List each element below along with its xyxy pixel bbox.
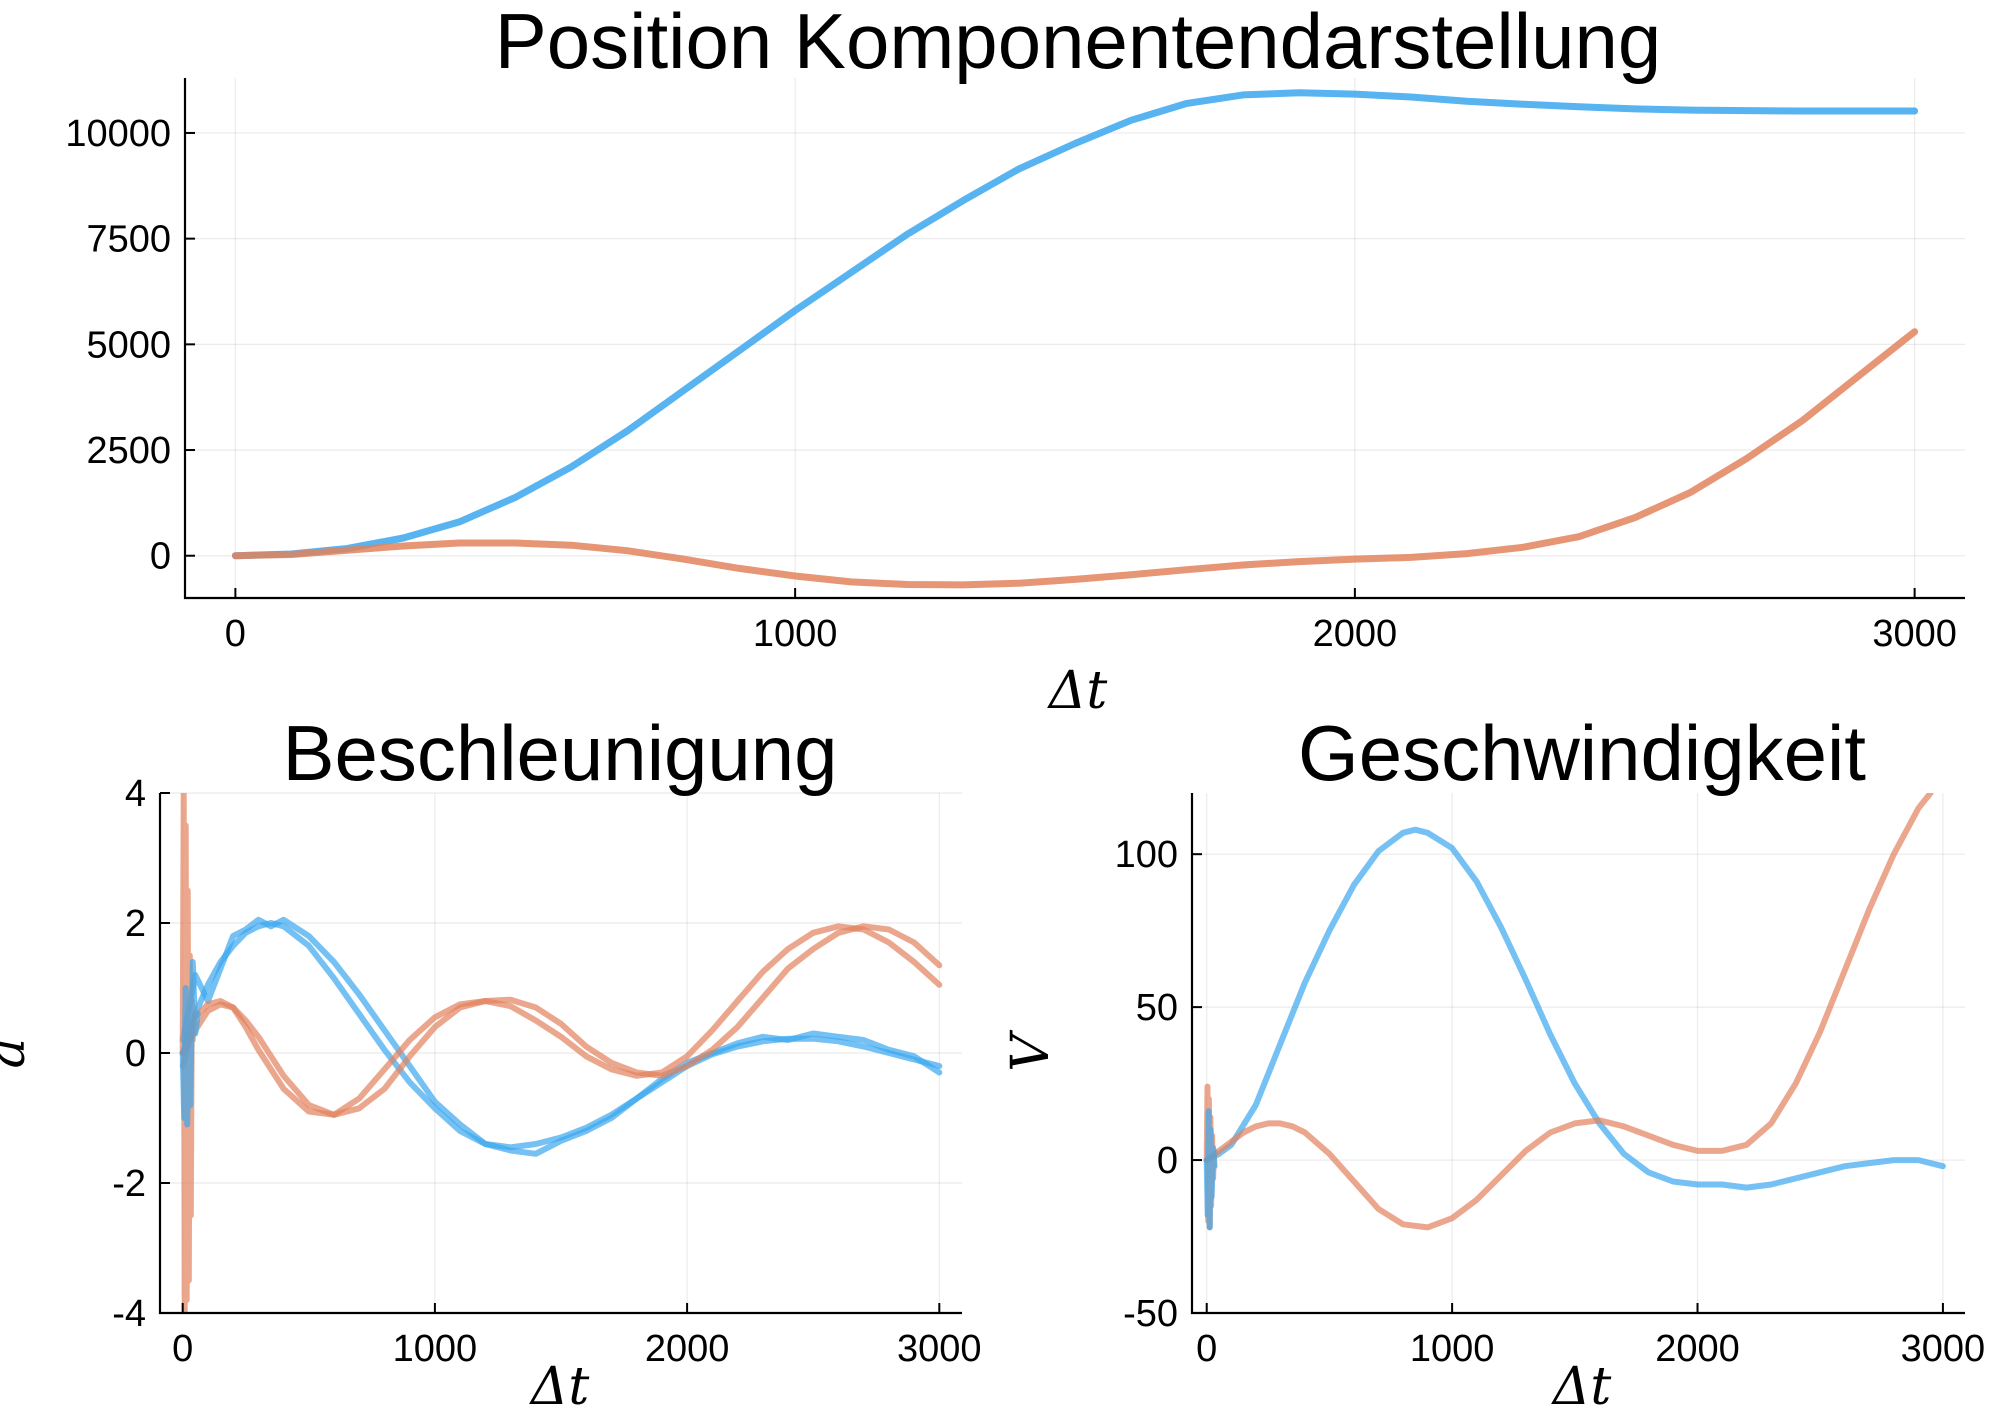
x-tick-label: 0	[225, 613, 246, 655]
series-line-blue-1	[179, 916, 943, 1157]
grid	[1192, 793, 1965, 1314]
x-axis-label: Δt	[529, 1357, 590, 1414]
x-tick-label: 3000	[897, 1328, 982, 1370]
y-tick-label: -50	[1123, 1293, 1178, 1335]
y-tick-label: 7500	[86, 219, 171, 261]
y-axis-label: V	[1001, 1030, 1061, 1072]
series-line-orange-2	[179, 923, 943, 1118]
x-tick-label: 3000	[1901, 1328, 1986, 1370]
series-line-blue-0	[1203, 826, 1946, 1191]
axes	[1190, 793, 1965, 1315]
y-tick-label: 2500	[86, 430, 171, 472]
grid	[185, 78, 1965, 598]
x-tick-label: 1000	[393, 1328, 478, 1370]
x-tick-label: 1000	[1410, 1328, 1495, 1370]
y-tick-labels: 0 2500 5000 7500 10000	[65, 113, 171, 578]
chart-title: Geschwindigkeit	[1298, 709, 1866, 797]
y-tick-label: -2	[112, 1163, 146, 1205]
x-axis-label: Δt	[1047, 661, 1108, 721]
y-tick-labels: -4 -2 0 2 4	[112, 773, 146, 1335]
x-tick-label: 1000	[753, 613, 838, 655]
chart-title: Beschleunigung	[282, 709, 837, 797]
y-tick-label: 0	[125, 1033, 146, 1075]
series-line-blue-0	[231, 89, 1919, 560]
y-tick-label: 0	[150, 536, 171, 578]
series-line-blue-5	[179, 959, 201, 1128]
y-tick-labels: -50 0 50 100	[1115, 834, 1178, 1335]
x-tick-labels: 0 1000 2000 3000	[225, 613, 1957, 655]
position-chart: Position Komponentendarstellung 0 1000 200…	[65, 0, 1965, 721]
x-tick-label: 2000	[645, 1328, 730, 1370]
axis-spine	[158, 793, 962, 1315]
y-tick-label: 2	[125, 903, 146, 945]
y-axis-label: a	[0, 1037, 37, 1068]
x-tick-labels: 0 1000 2000 3000	[1196, 1328, 1985, 1370]
axes	[183, 78, 1965, 600]
chart-title: Position Komponentendarstellung	[495, 0, 1661, 85]
x-tick-label: 2000	[1655, 1328, 1740, 1370]
series-line-orange-4	[179, 793, 196, 1313]
x-tick-label: 0	[172, 1328, 193, 1370]
x-tick-label: 0	[1196, 1328, 1217, 1370]
series-group	[231, 89, 1919, 589]
x-tick-labels: 0 1000 2000 3000	[172, 1328, 981, 1370]
y-tick-label: 50	[1136, 987, 1178, 1029]
series-line-orange-1	[1203, 793, 1934, 1231]
axes	[158, 792, 962, 1315]
series-line-orange-3	[179, 923, 943, 1118]
x-axis-label: Δt	[1551, 1357, 1612, 1414]
y-tick-label: 5000	[86, 324, 171, 366]
y-tick-label: 10000	[65, 113, 171, 155]
series-line-orange-1	[231, 328, 1919, 589]
axis-spine	[183, 78, 1965, 600]
y-tick-label: 100	[1115, 834, 1178, 876]
x-tick-label: 3000	[1872, 613, 1957, 655]
series-line-blue-3	[1203, 1108, 1218, 1231]
velocity-chart: Geschwindigkeit 0 1000 2000 3000 -50050100 …	[1001, 709, 1985, 1414]
axis-spine	[1190, 793, 1965, 1315]
series-group	[1203, 793, 1946, 1231]
x-tick-label: 2000	[1313, 613, 1398, 655]
y-tick-label: 4	[125, 773, 146, 815]
series-group	[179, 793, 943, 1313]
y-tick-label: -4	[112, 1293, 146, 1335]
grid	[160, 792, 962, 1314]
y-tick-label: 0	[1157, 1140, 1178, 1182]
